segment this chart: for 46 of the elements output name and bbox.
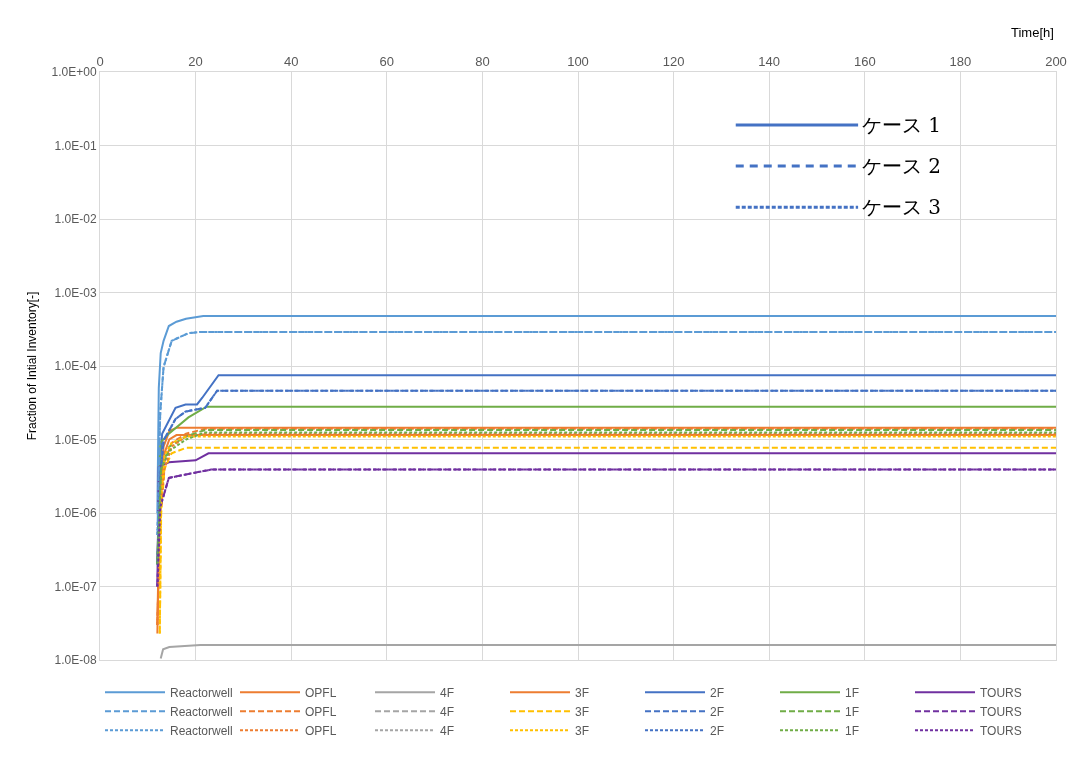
annotation: ケース 2 — [862, 154, 942, 178]
legend-label: 2F — [710, 704, 725, 719]
legend-label: Reactorwell — [170, 704, 233, 719]
annotation: ケース 3 — [862, 195, 942, 219]
legend-label: 1F — [845, 685, 860, 700]
legend-label: Reactorwell — [170, 685, 233, 700]
annotation: ケース 1 — [862, 113, 942, 137]
legend-label: 1F — [845, 723, 860, 738]
y-axis-title: Fraction of Intial Inventory[-] — [24, 291, 39, 441]
x-tick-label: 180 — [949, 53, 972, 69]
x-tick-label: 60 — [379, 53, 395, 69]
legend-label: 3F — [575, 685, 590, 700]
legend-label: 2F — [710, 723, 725, 738]
x-tick-label: 80 — [475, 53, 490, 69]
x-tick-label: 0 — [96, 53, 104, 69]
x-tick-label: 40 — [283, 53, 299, 69]
y-tick-label: 1.0E-08 — [54, 653, 97, 668]
legend-label: 4F — [440, 704, 455, 719]
legend-label: OPFL — [305, 704, 337, 719]
legend-label: OPFL — [305, 723, 337, 738]
legend-label: 3F — [575, 723, 590, 738]
y-tick-label: 1.0E-03 — [54, 285, 97, 300]
legend-label: TOURS — [980, 704, 1022, 719]
x-axis-title: Time[h] — [1011, 25, 1054, 40]
y-tick-label: 1.0E-02 — [54, 212, 97, 227]
y-tick-label: 1.0E-05 — [54, 432, 97, 447]
y-tick-label: 1.0E-07 — [54, 579, 97, 594]
legend-label: OPFL — [305, 685, 337, 700]
legend-label: 3F — [575, 704, 590, 719]
legend-label: TOURS — [980, 723, 1022, 738]
legend-label: TOURS — [980, 685, 1022, 700]
y-tick-label: 1.0E-04 — [54, 359, 97, 374]
y-tick-label: 1.0E+00 — [51, 65, 97, 80]
legend-label: 1F — [845, 704, 860, 719]
x-tick-label: 140 — [758, 53, 781, 69]
x-tick-label: 160 — [853, 53, 876, 69]
legend-label: 4F — [440, 723, 455, 738]
legend-label: 2F — [710, 685, 725, 700]
y-tick-label: 1.0E-06 — [54, 506, 97, 521]
legend-label: 4F — [440, 685, 455, 700]
x-tick-label: 120 — [662, 53, 685, 69]
legend-label: Reactorwell — [170, 723, 233, 738]
x-tick-label: 20 — [188, 53, 203, 69]
x-tick-label: 200 — [1045, 53, 1067, 69]
y-tick-label: 1.0E-01 — [54, 138, 97, 153]
x-tick-label: 100 — [567, 53, 589, 69]
